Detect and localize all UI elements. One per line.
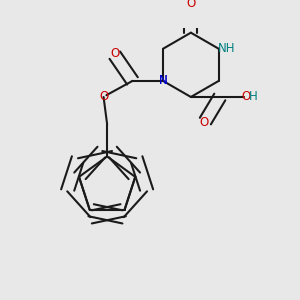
Text: NH: NH [218,42,235,55]
Text: O: O [199,116,208,129]
Text: O: O [99,91,108,103]
Text: O: O [110,47,119,60]
Text: N: N [159,74,167,87]
Text: H: H [248,91,257,103]
Text: O: O [186,0,196,10]
Text: O: O [241,91,250,103]
Text: N: N [159,74,167,87]
